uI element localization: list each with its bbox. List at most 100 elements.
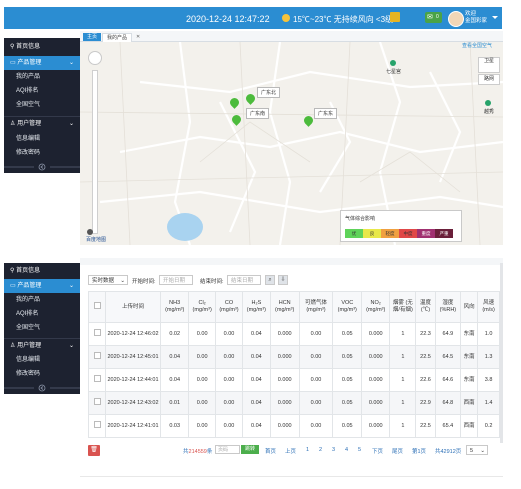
sidebar-item-user-mgmt[interactable]: ♙ 用户管理 ⌄ bbox=[4, 338, 80, 352]
page-link[interactable]: 4 bbox=[345, 447, 349, 453]
map-roads bbox=[80, 42, 503, 245]
select-all-checkbox[interactable] bbox=[93, 302, 101, 309]
last-page-link[interactable]: 尾页 bbox=[392, 449, 404, 455]
sensor-data-table: 上传时间 NH3 (mg/m³) Cl₂ (mg/m³) CO (mg/m³) … bbox=[88, 291, 500, 438]
table-cell: 64.6 bbox=[434, 368, 462, 392]
data-mode-select[interactable]: 实时数据 ⌄ bbox=[88, 275, 128, 285]
sidebar-item-aqi-ranking[interactable]: AQI排名 bbox=[4, 307, 80, 321]
sidebar-item-national-air[interactable]: 全国空气 bbox=[4, 98, 80, 112]
table-row[interactable]: 2020-12-24 12:45:01 0.04 0.00 0.00 0.04 0.000… bbox=[88, 345, 500, 369]
sidebar-item-user-mgmt[interactable]: ♙ 用户管理 ⌄ bbox=[4, 116, 80, 130]
road-toggle[interactable]: 路网 bbox=[478, 74, 500, 85]
tab-home[interactable]: 主页 bbox=[83, 33, 102, 41]
national-air-link[interactable]: 查看全国空气 bbox=[462, 43, 493, 49]
go-button[interactable]: 跳转 bbox=[241, 445, 259, 454]
delete-button[interactable]: 🗑 bbox=[88, 445, 100, 456]
search-button[interactable]: ⌕ bbox=[265, 275, 275, 285]
sidebar-item-products[interactable]: ▭ 产品管理 ⌄ bbox=[4, 279, 80, 293]
divider bbox=[80, 476, 503, 477]
chevron-down-icon: ⌄ bbox=[68, 121, 74, 127]
table-row[interactable]: 2020-12-24 12:46:02 0.02 0.00 0.00 0.04 0.000… bbox=[88, 322, 500, 346]
row-checkbox[interactable] bbox=[93, 375, 101, 382]
sidebar-item-label: 修改密码 bbox=[16, 150, 41, 156]
sidebar-collapse-button[interactable] bbox=[4, 384, 80, 392]
row-checkbox[interactable] bbox=[93, 329, 101, 336]
first-page-link[interactable]: 首页 bbox=[265, 449, 277, 455]
start-date-input[interactable]: 开始日期 bbox=[159, 275, 193, 285]
page-number-input[interactable]: 页码 bbox=[215, 445, 240, 454]
table-cell: 0.000 bbox=[361, 368, 391, 392]
sidebar-item-products[interactable]: ▭ 产品管理 ⌄ bbox=[4, 56, 80, 70]
row-checkbox-cell[interactable] bbox=[88, 322, 106, 346]
sidebar-item-national-air[interactable]: 全国空气 bbox=[4, 321, 80, 335]
satellite-toggle[interactable]: 卫星 bbox=[478, 57, 500, 73]
user-greeting-line1: 欢迎 bbox=[465, 11, 477, 17]
table-cell: 0.00 bbox=[214, 345, 243, 369]
row-checkbox[interactable] bbox=[93, 352, 101, 359]
marker-label[interactable]: 广东南 bbox=[246, 108, 270, 119]
table-row[interactable]: 2020-12-24 12:43:02 0.01 0.00 0.00 0.04 0.000… bbox=[88, 391, 500, 415]
avatar[interactable] bbox=[448, 11, 464, 27]
sidebar-item-label: 产品管理 bbox=[17, 283, 42, 289]
next-page-link[interactable]: 下页 bbox=[372, 449, 384, 455]
table-cell: 22.5 bbox=[415, 345, 436, 369]
row-checkbox[interactable] bbox=[93, 398, 101, 405]
table-cell: 65.4 bbox=[434, 414, 462, 438]
sidebar-item-aqi-ranking[interactable]: AQI排名 bbox=[4, 84, 80, 98]
table-cell: 0.00 bbox=[298, 322, 334, 346]
table-cell: 1 bbox=[389, 322, 417, 346]
sidebar-item-edit-info[interactable]: 信息编辑 bbox=[4, 132, 80, 146]
page-link[interactable]: 5 bbox=[358, 447, 362, 453]
end-time-label: 结束时间: bbox=[200, 279, 224, 285]
satellite-label: 卫星 bbox=[483, 58, 494, 64]
page-link[interactable]: 3 bbox=[332, 447, 336, 453]
marker-label[interactable]: 广东东 bbox=[314, 108, 338, 119]
sidebar-item-edit-info[interactable]: 信息编辑 bbox=[4, 353, 80, 367]
table-cell: 0.000 bbox=[269, 345, 300, 369]
close-icon[interactable]: ✕ bbox=[136, 34, 141, 40]
select-all-checkbox-cell[interactable] bbox=[88, 291, 106, 323]
table-cell: 0.04 bbox=[241, 322, 271, 346]
row-checkbox-cell[interactable] bbox=[88, 414, 106, 438]
page-link[interactable]: 1 bbox=[306, 447, 310, 453]
row-checkbox-cell[interactable] bbox=[88, 345, 106, 369]
table-cell: 22.5 bbox=[415, 414, 436, 438]
row-checkbox-cell[interactable] bbox=[88, 368, 106, 392]
map-pan-control[interactable] bbox=[88, 51, 102, 65]
end-date-input[interactable]: 结束日期 bbox=[227, 275, 261, 285]
table-scrollbar[interactable] bbox=[500, 263, 503, 443]
map-zoom-slider[interactable] bbox=[92, 70, 98, 234]
column-header: HCN (mg/m³) bbox=[269, 291, 300, 323]
sidebar-item-my-products[interactable]: 我的产品 bbox=[4, 293, 80, 307]
row-checkbox[interactable] bbox=[93, 421, 101, 428]
table-cell: 22.6 bbox=[415, 368, 436, 392]
chevron-down-icon: ⌄ bbox=[120, 278, 125, 284]
prev-page-link[interactable]: 上页 bbox=[285, 449, 297, 455]
sidebar-item-label: 信息编辑 bbox=[16, 136, 41, 142]
table-row[interactable]: 2020-12-24 12:44:01 0.04 0.00 0.00 0.04 0.000… bbox=[88, 368, 500, 392]
sidebar-item-home[interactable]: ⚲ 首页信息 bbox=[4, 264, 80, 278]
column-header: CO (mg/m³) bbox=[214, 291, 243, 323]
table-cell: 2020-12-24 12:46:02 bbox=[105, 322, 161, 346]
page-size-select[interactable]: 5 ⌄ bbox=[466, 445, 488, 455]
table-row[interactable]: 2020-12-24 12:41:01 0.03 0.00 0.00 0.04 0.000… bbox=[88, 414, 500, 438]
sidebar-collapse-button[interactable] bbox=[4, 163, 80, 171]
sidebar-item-change-password[interactable]: 修改密码 bbox=[4, 146, 80, 160]
legend-level: 轻度 bbox=[381, 229, 399, 238]
table-cell: 1 bbox=[389, 391, 417, 415]
sidebar-item-home[interactable]: ⚲ 首页信息 bbox=[4, 40, 80, 54]
user-greeting[interactable]: 欢迎 金国彩家 bbox=[465, 11, 487, 25]
mail-button[interactable]: ✉ 0 bbox=[425, 12, 442, 23]
export-button[interactable]: ⇩ bbox=[278, 275, 288, 285]
table-cell: 0.2 bbox=[477, 414, 500, 438]
table-cell: 64.5 bbox=[434, 345, 462, 369]
column-header: Cl₂ (mg/m³) bbox=[188, 291, 216, 323]
page-link[interactable]: 2 bbox=[319, 447, 323, 453]
weather-detail-icon[interactable] bbox=[390, 12, 400, 22]
sidebar-item-change-password[interactable]: 修改密码 bbox=[4, 367, 80, 381]
chevron-down-icon[interactable] bbox=[492, 16, 498, 19]
trash-icon: 🗑 bbox=[90, 447, 98, 453]
row-checkbox-cell[interactable] bbox=[88, 391, 106, 415]
marker-label[interactable]: 广东北 bbox=[257, 87, 281, 98]
sidebar-item-my-products[interactable]: 我的产品 bbox=[4, 70, 80, 84]
